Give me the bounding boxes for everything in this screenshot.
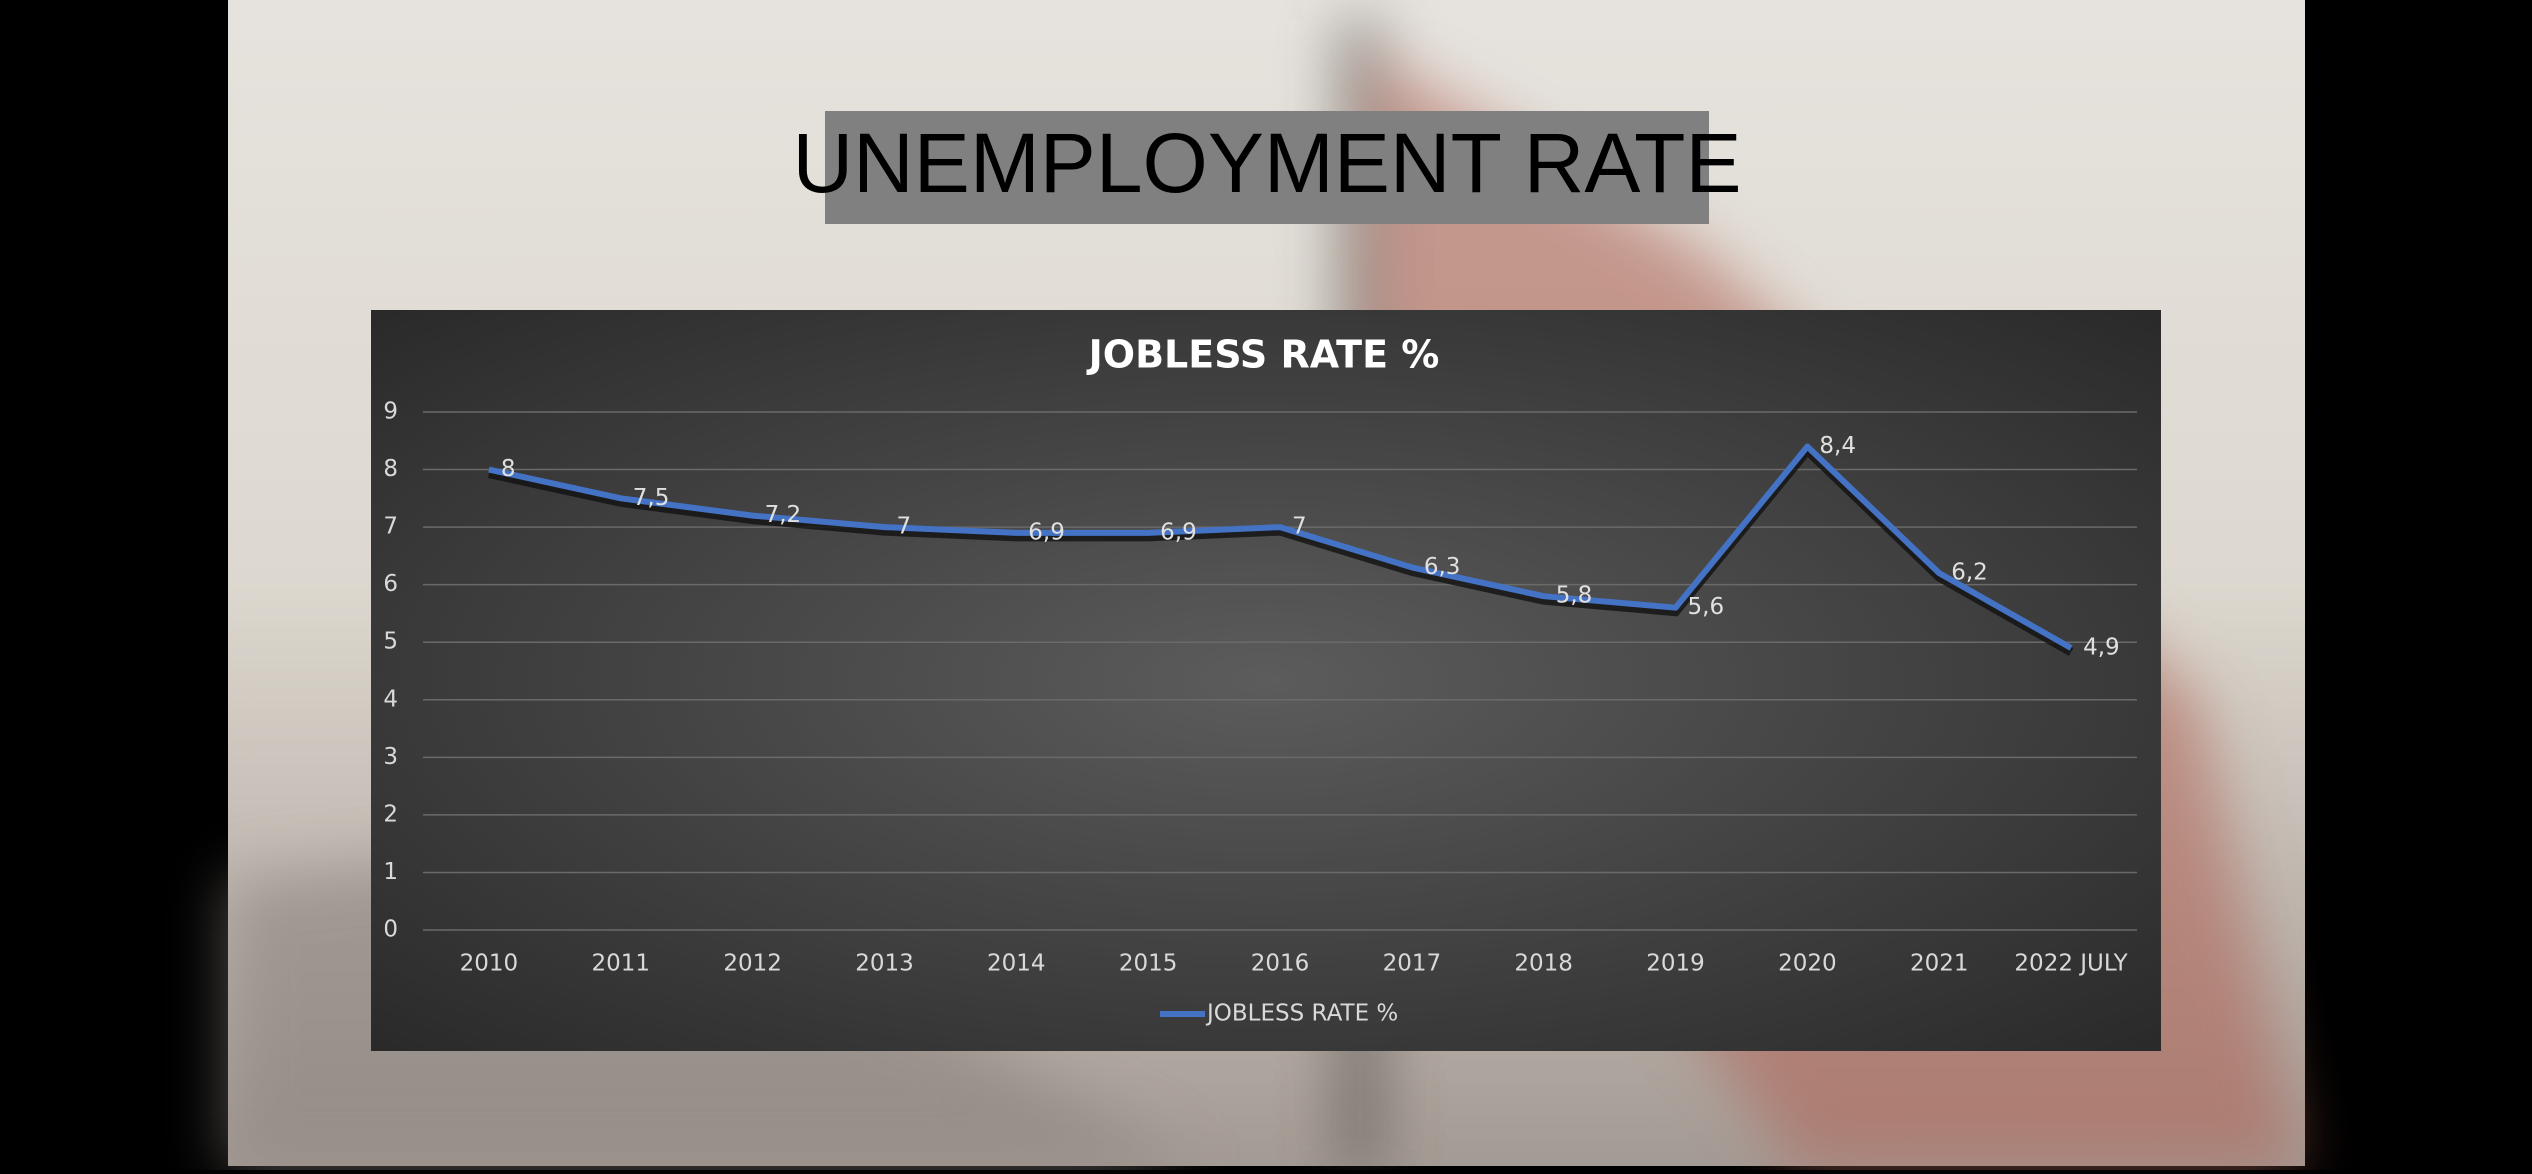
data-label: 6,9 — [1028, 519, 1065, 545]
y-tick-label: 3 — [383, 744, 398, 770]
y-tick-label: 1 — [383, 859, 398, 885]
data-label: 7,2 — [765, 502, 802, 528]
data-label: 7 — [1292, 514, 1307, 540]
chart-area — [371, 310, 2161, 1051]
x-tick-label: 2012 — [723, 951, 782, 977]
plot: 0 1 2 3 4 5 6 7 8 9 2010 2011 2012 2013 2014 2015 2016 20… — [383, 399, 2137, 1027]
x-tick-label: 2022 JULY — [2014, 951, 2128, 977]
y-tick-label: 9 — [383, 399, 398, 425]
data-label: 8 — [501, 456, 516, 482]
data-label: 8,4 — [1819, 433, 1856, 459]
x-tick-label: 2019 — [1646, 951, 1705, 977]
slide-title: UNEMPLOYMENT RATE — [792, 116, 1741, 210]
x-tick-label: 2011 — [591, 951, 650, 977]
x-tick-label: 2018 — [1514, 951, 1573, 977]
data-label: 5,6 — [1688, 594, 1725, 620]
y-tick-label: 8 — [383, 456, 398, 482]
x-tick-label: 2014 — [987, 951, 1046, 977]
x-tick-label: 2016 — [1251, 951, 1310, 977]
x-tick-label: 2010 — [460, 951, 519, 977]
data-label: 7,5 — [633, 485, 670, 511]
data-label: 6,3 — [1424, 554, 1461, 580]
y-tick-label: 5 — [383, 629, 398, 655]
x-tick-label: 2020 — [1778, 951, 1837, 977]
data-label: 6,9 — [1160, 519, 1197, 545]
x-tick-label: 2017 — [1383, 951, 1442, 977]
data-label: 4,9 — [2083, 634, 2120, 660]
data-label: 5,8 — [1556, 583, 1593, 609]
x-tick-label: 2013 — [855, 951, 914, 977]
title-box — [825, 111, 1709, 224]
series-line — [488, 443, 2073, 651]
data-label: 6,2 — [1951, 560, 1988, 586]
y-tick-label: 7 — [383, 514, 398, 540]
chart-title: JOBLESS RATE % — [1086, 333, 1440, 377]
data-label: 7 — [896, 514, 911, 540]
y-tick-label: 4 — [383, 686, 398, 712]
legend-label: JOBLESS RATE % — [1205, 1001, 1398, 1027]
x-tick-label: 2021 — [1910, 951, 1969, 977]
y-tick-label: 6 — [383, 571, 398, 597]
x-tick-label: 2015 — [1119, 951, 1178, 977]
y-tick-label: 0 — [383, 917, 398, 943]
y-tick-label: 2 — [383, 801, 398, 827]
